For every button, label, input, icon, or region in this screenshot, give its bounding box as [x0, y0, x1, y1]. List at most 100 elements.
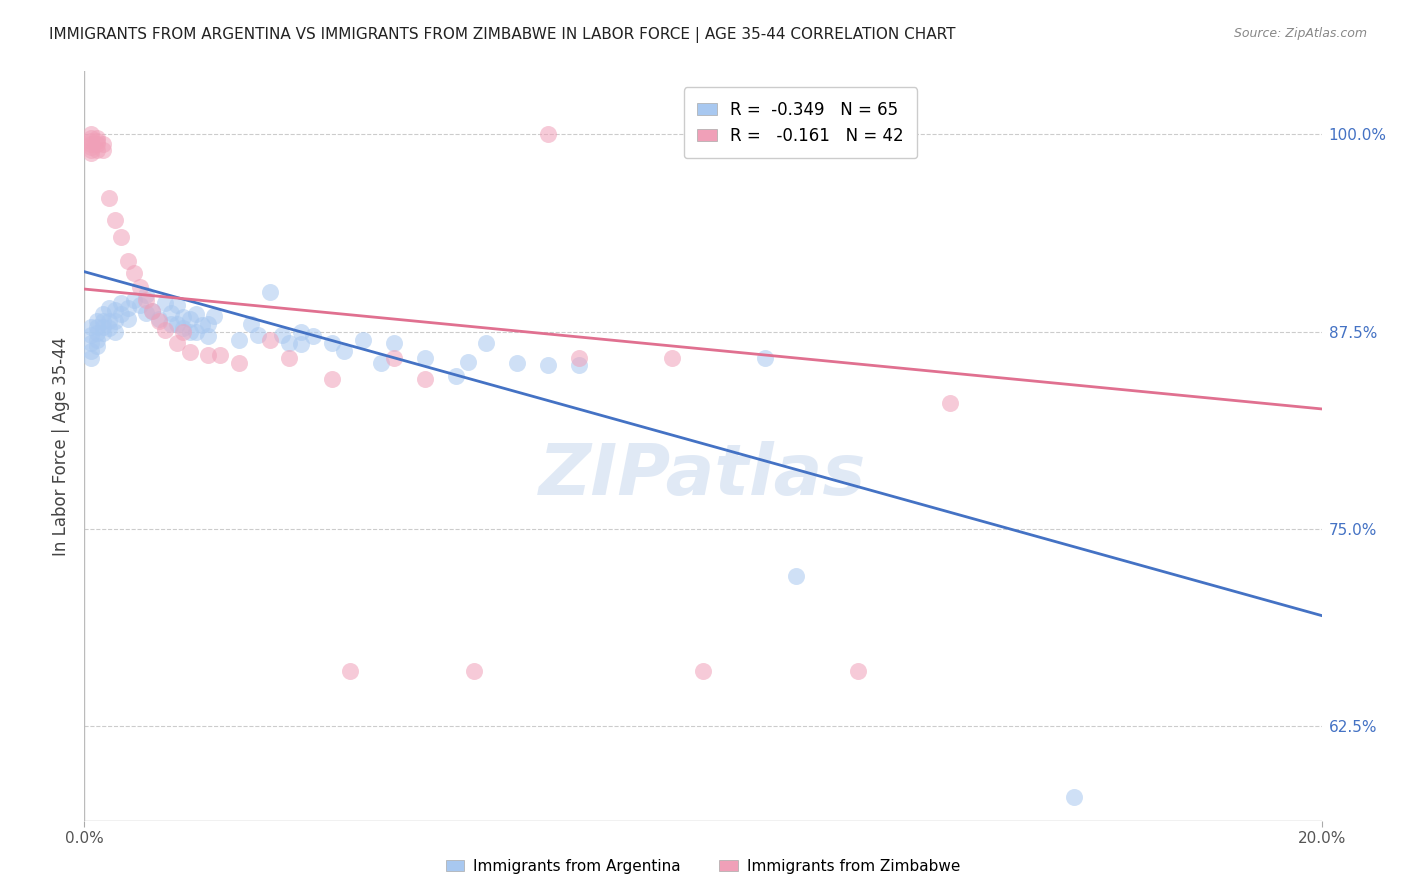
Point [91, 319, 114, 334]
Point [86, 326, 108, 341]
Legend: R =  -0.349   N = 65, R =   -0.161   N = 42: R = -0.349 N = 65, R = -0.161 N = 42 [683, 87, 917, 158]
Point [197, 329, 219, 343]
Point [382, 335, 405, 350]
Point [259, 285, 281, 300]
Point [179, 345, 201, 359]
Legend: Immigrants from Argentina, Immigrants from Zimbabwe: Immigrants from Argentina, Immigrants fr… [440, 853, 966, 880]
Point [240, 317, 263, 331]
Point [475, 335, 498, 350]
Point [91, 326, 114, 341]
Point [79, 335, 101, 350]
Point [104, 313, 127, 327]
Point [110, 230, 132, 244]
Point [153, 296, 176, 310]
Point [98, 313, 121, 327]
Point [129, 280, 152, 294]
Point [86, 130, 108, 145]
Point [172, 321, 194, 335]
Point [117, 312, 139, 326]
Point [86, 134, 108, 148]
Point [79, 327, 101, 342]
Point [153, 323, 176, 337]
Point [413, 351, 436, 366]
Point [141, 304, 163, 318]
Point [148, 312, 170, 326]
Point [692, 664, 714, 678]
Point [160, 317, 183, 331]
Point [104, 325, 127, 339]
Y-axis label: In Labor Force | Age 35-44: In Labor Force | Age 35-44 [52, 336, 70, 556]
Point [79, 140, 101, 154]
Point [1063, 789, 1085, 804]
Point [277, 335, 299, 350]
Point [339, 664, 361, 678]
Point [302, 329, 325, 343]
Point [86, 313, 108, 327]
Point [141, 304, 163, 318]
Point [333, 343, 356, 358]
Point [184, 325, 207, 339]
Point [568, 351, 591, 366]
Point [179, 312, 201, 326]
Text: IMMIGRANTS FROM ARGENTINA VS IMMIGRANTS FROM ZIMBABWE IN LABOR FORCE | AGE 35-44: IMMIGRANTS FROM ARGENTINA VS IMMIGRANTS … [49, 27, 956, 43]
Point [91, 307, 114, 321]
Point [104, 302, 127, 317]
Point [370, 356, 392, 370]
Point [86, 319, 108, 334]
Point [122, 293, 145, 307]
Point [228, 356, 250, 370]
Point [166, 298, 188, 312]
Point [846, 664, 869, 678]
Point [79, 130, 101, 145]
Point [444, 368, 467, 383]
Point [135, 306, 157, 320]
Point [91, 143, 114, 157]
Point [172, 325, 194, 339]
Point [202, 309, 225, 323]
Text: Source: ZipAtlas.com: Source: ZipAtlas.com [1233, 27, 1367, 40]
Point [179, 325, 201, 339]
Point [321, 372, 343, 386]
Point [277, 351, 299, 366]
Point [568, 358, 591, 372]
Point [166, 317, 188, 331]
Point [537, 358, 560, 372]
Point [79, 351, 101, 366]
Point [259, 333, 281, 347]
Point [382, 351, 405, 366]
Point [135, 293, 157, 307]
Point [98, 301, 121, 315]
Point [661, 351, 683, 366]
Point [228, 333, 250, 347]
Point [785, 569, 807, 583]
Point [122, 266, 145, 280]
Point [246, 327, 269, 342]
Point [754, 351, 776, 366]
Point [271, 327, 294, 342]
Point [197, 317, 219, 331]
Point [160, 306, 183, 320]
Point [209, 348, 232, 362]
Point [86, 333, 108, 347]
Text: ZIPatlas: ZIPatlas [540, 442, 866, 510]
Point [91, 313, 114, 327]
Point [79, 136, 101, 151]
Point [506, 356, 529, 370]
Point [129, 298, 152, 312]
Point [939, 395, 962, 409]
Point [166, 335, 188, 350]
Point [79, 319, 101, 334]
Point [98, 190, 121, 204]
Point [86, 143, 108, 157]
Point [79, 143, 101, 157]
Point [98, 321, 121, 335]
Point [184, 307, 207, 321]
Point [79, 343, 101, 358]
Point [86, 339, 108, 353]
Point [91, 136, 114, 151]
Point [79, 134, 101, 148]
Point [290, 325, 312, 339]
Point [79, 146, 101, 161]
Point [537, 128, 560, 142]
Point [197, 348, 219, 362]
